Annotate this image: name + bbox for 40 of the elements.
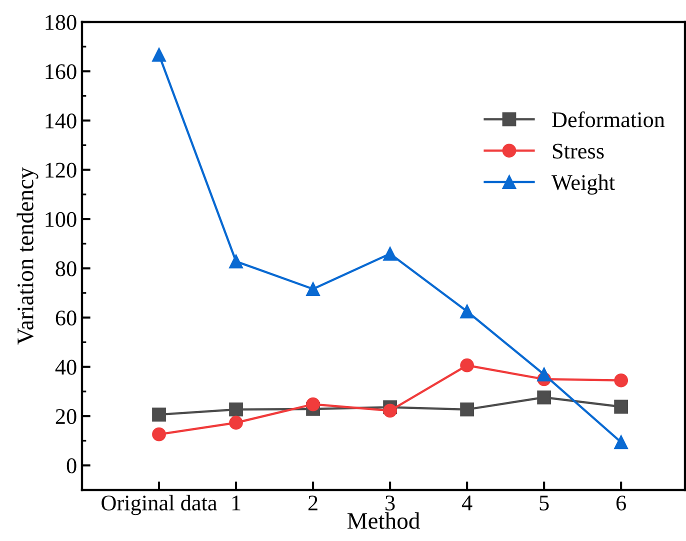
point [614, 373, 628, 388]
y-tick-label: 40 [55, 360, 76, 375]
x-tick-label: 6 [616, 496, 626, 510]
point [537, 390, 552, 404]
y-tick-label: 0 [66, 458, 76, 474]
point [614, 435, 628, 450]
y-tick-label: 60 [56, 310, 76, 326]
point [152, 408, 166, 422]
point [306, 282, 320, 296]
x-tick-label: Original data [102, 494, 218, 516]
point [614, 400, 628, 414]
y-tick-label: 160 [46, 64, 76, 80]
y-tick-label: 120 [46, 162, 76, 178]
x-tick-label: 4 [462, 496, 472, 510]
legend-label: Weight [551, 174, 615, 195]
y-tick-label: 20 [56, 409, 76, 424]
point [383, 404, 397, 418]
x-tick-label: 1 [232, 496, 240, 510]
y-tick-label: 80 [56, 261, 76, 276]
point [460, 402, 474, 416]
point [537, 368, 552, 382]
y-axis-title: Variation tendency [16, 167, 38, 345]
point [383, 246, 397, 261]
point [229, 402, 243, 416]
x-tick-label: 2 [308, 496, 318, 510]
point [460, 304, 474, 318]
x-axis-title: Method [347, 512, 420, 529]
x-tick-label: 5 [540, 496, 549, 510]
point [460, 358, 474, 372]
point [229, 254, 243, 268]
point [152, 427, 166, 442]
x-tick-label: 3 [386, 496, 395, 510]
point [152, 48, 166, 62]
y-tick-label: 180 [46, 14, 76, 30]
y-tick-label: 140 [46, 113, 76, 128]
legend-label: Stress [552, 144, 604, 159]
point [229, 416, 243, 430]
legend-label: Deformation [552, 111, 665, 128]
point [306, 397, 320, 412]
y-tick-label: 100 [46, 212, 76, 227]
